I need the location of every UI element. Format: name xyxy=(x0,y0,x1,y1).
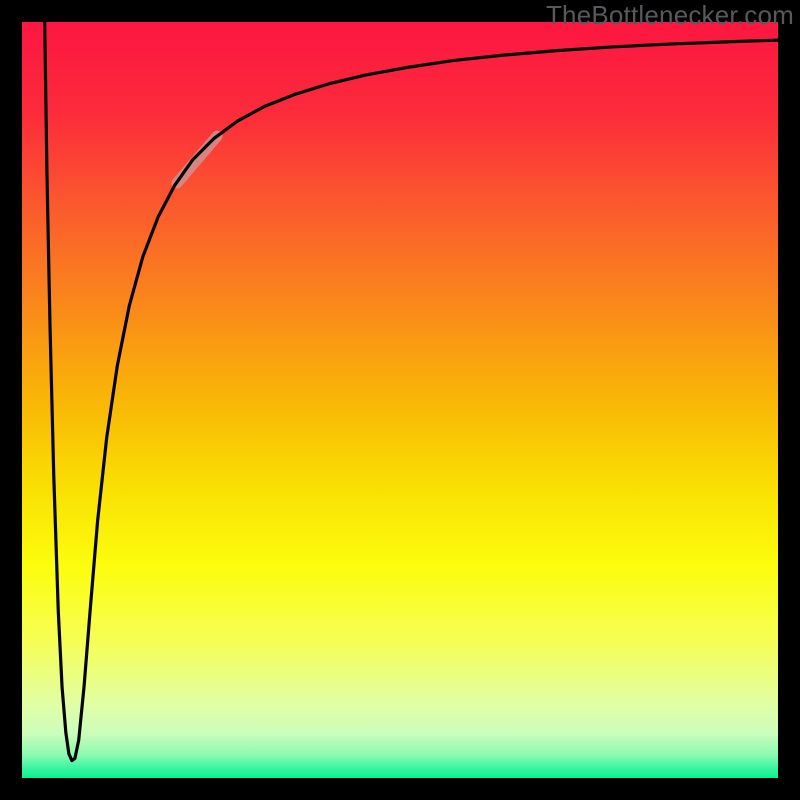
chart-canvas: TheBottlenecker.com xyxy=(0,0,800,800)
chart-svg xyxy=(0,0,800,800)
plot-background xyxy=(22,22,778,778)
watermark-text: TheBottlenecker.com xyxy=(546,0,794,31)
